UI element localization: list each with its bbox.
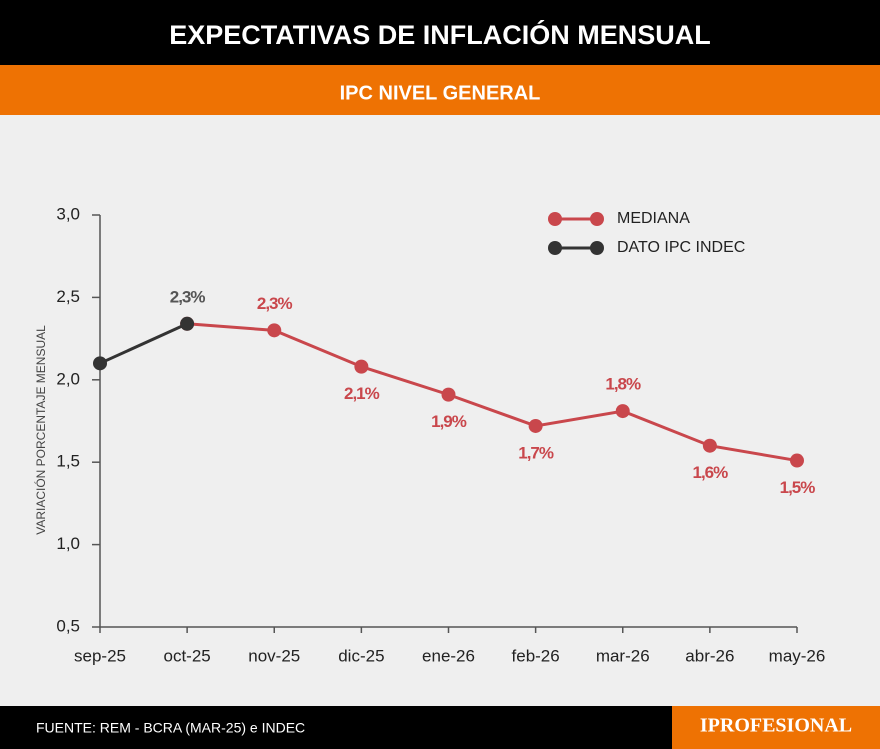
data-label: 1,9% [431,412,467,431]
x-tick-label: nov-25 [248,646,300,665]
legend-marker [590,241,604,255]
y-tick-label: 0,5 [56,616,80,635]
series-line [99,322,188,365]
data-point [354,359,369,374]
series-line [187,322,798,463]
legend-marker [548,241,562,255]
y-tick-label: 2,0 [56,369,80,388]
data-point [441,387,456,402]
header-band [0,0,880,65]
data-point [790,453,804,468]
data-label: 2,3% [170,287,206,306]
x-tick-label: oct-25 [164,646,211,665]
data-label: 2,1% [344,384,380,403]
legend-marker [590,212,604,226]
y-tick-label: 3,0 [56,204,80,223]
data-label: 1,7% [518,443,554,462]
y-tick-label: 1,0 [56,534,80,553]
chart-subtitle: IPC NIVEL GENERAL [340,82,541,104]
data-point [615,404,630,419]
y-tick-label: 2,5 [56,287,80,306]
data-point [528,418,543,433]
data-point [267,323,282,338]
brand-box [672,706,880,749]
chart-title: EXPECTATIVAS DE INFLACIÓN MENSUAL [169,19,711,50]
subheader-band [0,65,880,115]
x-tick-label: sep-25 [74,646,126,665]
data-label: 2,3% [257,294,293,313]
legend-marker [548,212,562,226]
data-point [93,356,107,371]
x-tick-label: dic-25 [338,646,384,665]
x-tick-label: may-26 [769,646,826,665]
y-tick-label: 1,5 [56,452,80,471]
x-tick-label: abr-26 [685,646,734,665]
brand-logo: IPROFESIONAL [700,715,852,737]
data-label: 1,8% [605,375,641,394]
legend-label: DATO IPC INDEC [617,239,745,256]
y-axis-label: VARIACIÓN PORCENTAJE MENSUAL [33,325,48,535]
x-tick-label: ene-26 [422,646,475,665]
x-tick-label: feb-26 [512,646,560,665]
x-tick-label: mar-26 [596,646,650,665]
source-note: FUENTE: REM - BCRA (MAR-25) e INDEC [36,720,305,736]
legend-label: MEDIANA [617,210,690,227]
plot-background [0,115,880,706]
data-point [180,316,195,331]
data-label: 1,6% [693,463,729,482]
data-label: 1,5% [780,478,816,497]
data-point [702,438,717,453]
